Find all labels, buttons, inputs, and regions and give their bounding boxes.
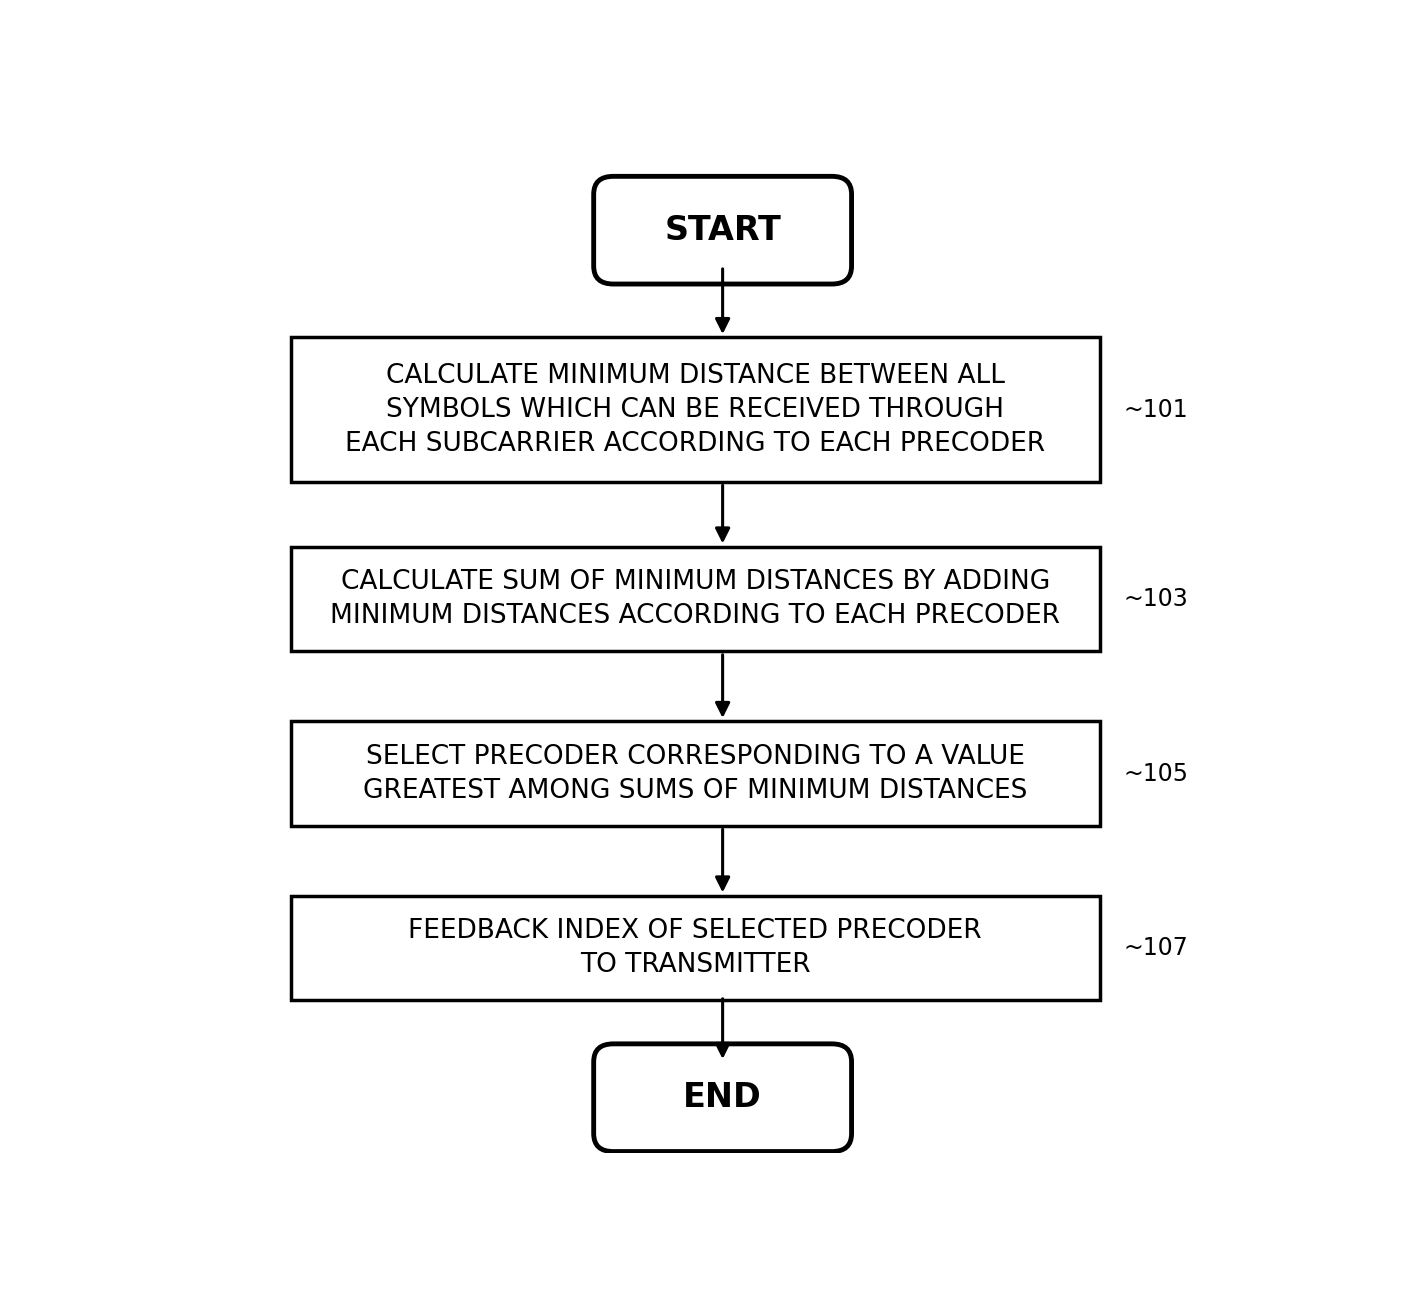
Text: END: END	[684, 1081, 761, 1114]
Text: CALCULATE SUM OF MINIMUM DISTANCES BY ADDING
MINIMUM DISTANCES ACCORDING TO EACH: CALCULATE SUM OF MINIMUM DISTANCES BY AD…	[330, 569, 1060, 629]
Text: ~107: ~107	[1124, 936, 1189, 960]
FancyBboxPatch shape	[290, 338, 1100, 482]
Text: START: START	[664, 214, 781, 246]
Text: ~101: ~101	[1124, 398, 1189, 422]
FancyBboxPatch shape	[290, 896, 1100, 1001]
FancyBboxPatch shape	[290, 721, 1100, 826]
FancyBboxPatch shape	[290, 546, 1100, 651]
Text: CALCULATE MINIMUM DISTANCE BETWEEN ALL
SYMBOLS WHICH CAN BE RECEIVED THROUGH
EAC: CALCULATE MINIMUM DISTANCE BETWEEN ALL S…	[345, 363, 1045, 457]
Text: ~103: ~103	[1124, 587, 1189, 611]
Text: ~105: ~105	[1124, 761, 1189, 786]
Text: FEEDBACK INDEX OF SELECTED PRECODER
TO TRANSMITTER: FEEDBACK INDEX OF SELECTED PRECODER TO T…	[409, 918, 983, 978]
FancyBboxPatch shape	[594, 1044, 852, 1151]
Text: SELECT PRECODER CORRESPONDING TO A VALUE
GREATEST AMONG SUMS OF MINIMUM DISTANCE: SELECT PRECODER CORRESPONDING TO A VALUE…	[364, 743, 1028, 804]
FancyBboxPatch shape	[594, 176, 852, 284]
